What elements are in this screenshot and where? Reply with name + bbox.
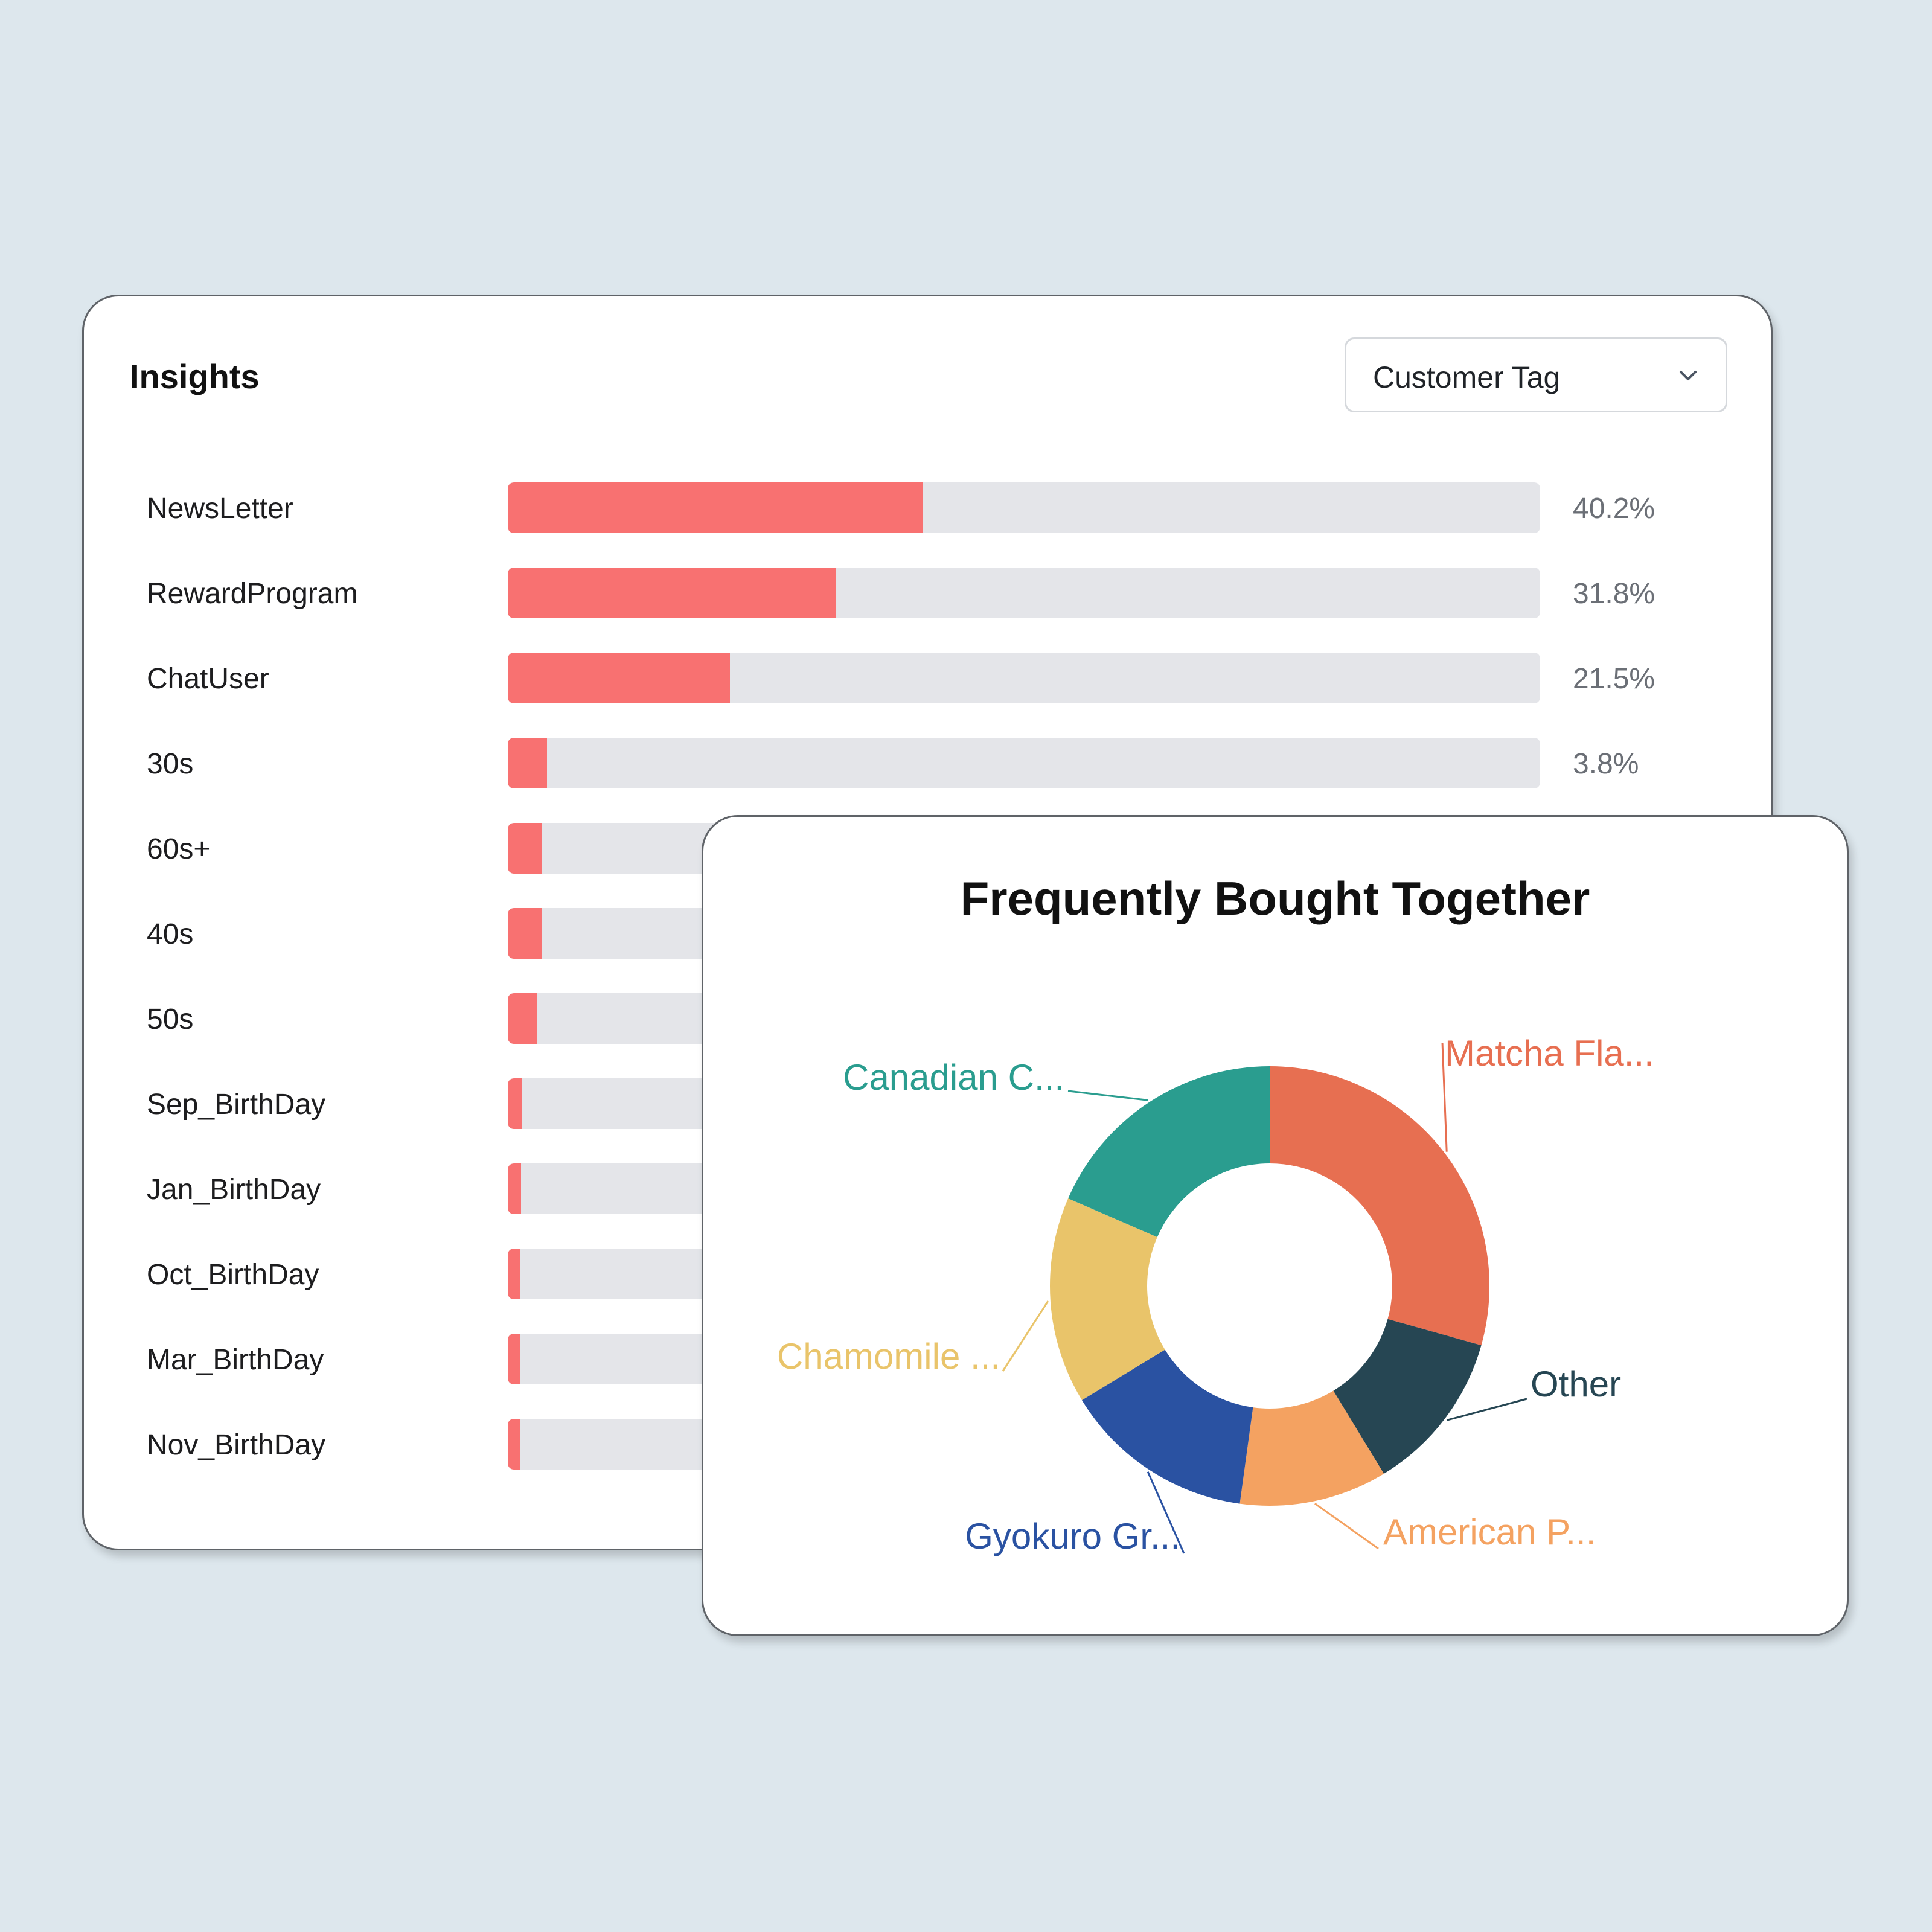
insight-row-label: 60s+ <box>147 833 211 865</box>
insight-row: 30s 3.8% <box>84 738 1771 788</box>
insight-row-label: Mar_BirthDay <box>147 1344 324 1376</box>
leader-line <box>1002 1300 1049 1372</box>
insight-bar-fill <box>508 1334 520 1384</box>
insight-bar-track <box>508 482 1540 533</box>
insight-row-label: Oct_BirthDay <box>147 1259 319 1291</box>
insight-bar-fill <box>508 738 547 788</box>
insight-row-value: 40.2% <box>1573 493 1655 525</box>
insight-row-value: 21.5% <box>1573 663 1655 695</box>
insight-bar-track <box>508 653 1540 703</box>
insight-bar-fill <box>508 568 836 618</box>
slice-label: Matcha Fla... <box>1445 1033 1654 1073</box>
select-value: Customer Tag <box>1373 360 1561 394</box>
leader-line <box>1147 1471 1185 1554</box>
insight-bar-fill <box>508 908 542 959</box>
customer-tag-select[interactable]: Customer Tag <box>1345 337 1727 412</box>
insight-row-label: RewardProgram <box>147 578 358 610</box>
insight-row-label: ChatUser <box>147 663 269 695</box>
donut-slice[interactable] <box>1068 1066 1270 1238</box>
insight-row-label: 40s <box>147 918 194 950</box>
insight-bar-fill <box>508 653 730 703</box>
donut-slice[interactable] <box>1270 1066 1489 1346</box>
insight-row-value: 3.8% <box>1573 748 1639 780</box>
insight-row-label: Sep_BirthDay <box>147 1089 326 1121</box>
slice-label: Gyokuro Gr... <box>965 1516 1180 1556</box>
leader-line <box>1067 1090 1148 1101</box>
donut-slice[interactable] <box>1333 1319 1482 1474</box>
slice-label: Other <box>1531 1364 1621 1404</box>
insight-row: NewsLetter 40.2% <box>84 482 1771 533</box>
insight-bar-fill <box>508 1078 522 1129</box>
insight-row-label: Nov_BirthDay <box>147 1429 326 1461</box>
slice-label: Canadian C... <box>843 1057 1064 1098</box>
insight-bar-track <box>508 568 1540 618</box>
leader-line <box>1446 1398 1527 1421</box>
insight-row-label: NewsLetter <box>147 493 293 525</box>
insight-row-label: 50s <box>147 1003 194 1035</box>
chevron-down-icon[interactable] <box>1676 363 1700 388</box>
insight-bar-fill <box>508 1249 520 1299</box>
frequently-bought-together-card: Frequently Bought Together Matcha Fla...… <box>702 815 1849 1636</box>
insight-bar-fill <box>508 1163 522 1214</box>
chart-title: Frequently Bought Together <box>960 872 1590 925</box>
insight-bar-fill <box>508 1419 520 1470</box>
slice-label: Chamomile ... <box>777 1336 1000 1377</box>
insight-bar-fill <box>508 823 542 874</box>
leader-line <box>1441 1042 1448 1152</box>
insight-row: RewardProgram 31.8% <box>84 568 1771 618</box>
insight-row-value: 31.8% <box>1573 578 1655 610</box>
donut-chart: Matcha Fla... Other American P... Gyokuro G… <box>777 1033 1654 1556</box>
insight-bar-fill <box>508 993 537 1044</box>
leader-line <box>1314 1503 1379 1550</box>
donut-slice[interactable] <box>1050 1198 1165 1401</box>
insight-bar-fill <box>508 482 923 533</box>
donut-slice[interactable] <box>1081 1349 1253 1504</box>
donut-slice[interactable] <box>1239 1390 1384 1506</box>
insight-row-label: Jan_BirthDay <box>147 1174 321 1206</box>
insights-title: Insights <box>130 357 260 395</box>
insight-row: ChatUser 21.5% <box>84 653 1771 703</box>
slice-label: American P... <box>1383 1512 1596 1552</box>
insight-row-label: 30s <box>147 748 194 780</box>
insight-bar-track <box>508 738 1540 788</box>
